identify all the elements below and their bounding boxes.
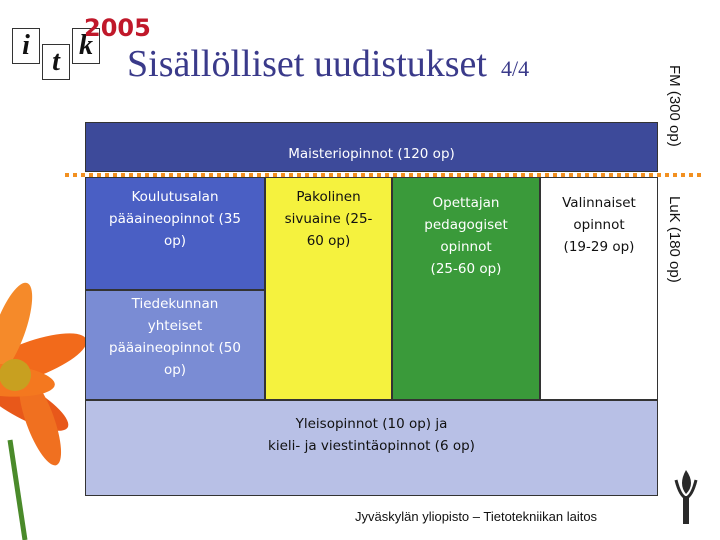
box-text: 60 op): [306, 233, 351, 249]
box-text: (19-29 op): [563, 239, 635, 255]
side-label: LuK (180 op): [666, 196, 683, 283]
box: Pakolinen sivuaine (25- 60 op): [265, 177, 392, 400]
box: Tiedekunnan yhteiset pääaineopinnot (50 op): [85, 290, 265, 400]
box-text: sivuaine (25-: [284, 211, 373, 227]
box: Opettajan pedagogiset opinnot (25-60 op): [392, 177, 540, 400]
box-text: opinnot: [573, 217, 625, 233]
box-text: (25-60 op): [430, 261, 502, 277]
logo-letter: t: [42, 44, 70, 80]
box-text: Koulutusalan: [131, 189, 219, 205]
flower: [0, 282, 87, 540]
box-text: Pakolinen: [296, 189, 361, 205]
footer: Jyväskylän yliopisto – Tietotekniikan la…: [355, 509, 598, 524]
box-text: kieli- ja viestintäopinnot (6 op): [268, 438, 475, 454]
logo: i t k 2005: [12, 14, 151, 84]
box-text: pääaineopinnot (35: [109, 211, 241, 227]
box-text: Maisteriopinnot (120 op): [288, 146, 455, 162]
box-text: yhteiset: [147, 318, 203, 334]
box: Valinnaiset opinnot (19-29 op): [540, 177, 658, 400]
logo-letter: k: [72, 28, 100, 64]
box: Koulutusalan pääaineopinnot (35 op): [85, 177, 265, 290]
box-text: Yleisopinnot (10 op) ja: [295, 416, 448, 432]
title-row: Sisällölliset uudistukset 4/4: [127, 42, 529, 86]
box-text: Tiedekunnan: [131, 296, 219, 312]
box-text: pääaineopinnot (50: [109, 340, 241, 356]
box-text: op): [163, 362, 187, 378]
torch-logo: [674, 470, 698, 524]
box: Maisteriopinnot (120 op): [85, 122, 658, 172]
box-text: opinnot: [440, 239, 492, 255]
logo-year: 2005: [84, 14, 151, 42]
box-text: Valinnaiset: [562, 195, 636, 211]
box-text: pedagogiset: [424, 217, 508, 233]
page-number: 4/4: [500, 56, 530, 81]
box: Yleisopinnot (10 op) ja kieli- ja viestin…: [85, 400, 658, 496]
logo-letter: i: [12, 28, 40, 64]
box-text: op): [163, 233, 187, 249]
title: Sisällölliset uudistukset: [127, 43, 487, 85]
box-text: Opettajan: [432, 195, 500, 211]
side-label: FM (300 op): [666, 65, 683, 147]
